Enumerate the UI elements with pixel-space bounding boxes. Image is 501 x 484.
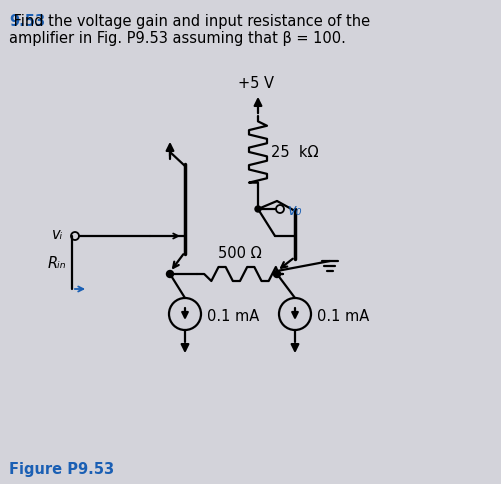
Text: 500 Ω: 500 Ω (218, 245, 262, 260)
Circle shape (166, 271, 173, 278)
Text: Find the voltage gain and input resistance of the
amplifier in Fig. P9.53 assumi: Find the voltage gain and input resistan… (9, 14, 369, 46)
Text: v₀: v₀ (288, 203, 302, 218)
Text: Figure P9.53: Figure P9.53 (9, 461, 114, 476)
Circle shape (273, 271, 280, 278)
Text: 0.1 mA: 0.1 mA (206, 309, 259, 324)
Text: 9.53: 9.53 (9, 14, 45, 29)
Text: 25  kΩ: 25 kΩ (271, 145, 318, 160)
Text: +5 V: +5 V (237, 76, 274, 91)
Circle shape (255, 207, 261, 212)
Text: vᵢ: vᵢ (52, 227, 63, 242)
Text: 0.1 mA: 0.1 mA (316, 309, 369, 324)
Text: Rᵢₙ: Rᵢₙ (47, 256, 66, 271)
